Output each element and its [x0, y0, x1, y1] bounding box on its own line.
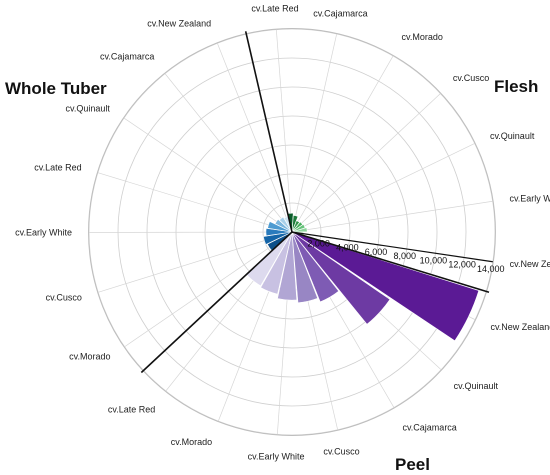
grid-circle	[88, 28, 496, 436]
bar-sector	[278, 216, 293, 233]
bar-sector	[274, 218, 293, 233]
group-titles: Whole Tuber Flesh Peel	[5, 77, 538, 474]
group-dividers	[140, 31, 490, 374]
grid-spoke	[98, 231, 293, 293]
group-title-peel: Peel	[395, 455, 430, 474]
group-divider	[291, 231, 490, 293]
category-label: cv.Cajamarca	[313, 8, 367, 18]
bar-sector	[291, 231, 340, 303]
grid-circle	[117, 57, 467, 407]
radial-tick-labels: 2,000 4,000 6,000 8,000 10,000 12,000 14,000	[291, 231, 505, 274]
group-title-whole-tuber: Whole Tuber	[5, 79, 107, 98]
radial-tick-label: 8,000	[393, 251, 416, 261]
radial-tick-label: 4,000	[336, 243, 359, 253]
grid-spoke	[217, 43, 293, 233]
category-label: cv.Early White	[509, 194, 550, 204]
grid-spoke	[123, 117, 293, 233]
group-divider	[140, 231, 293, 374]
grid-spoke	[88, 231, 293, 233]
grid-spoke	[291, 55, 394, 233]
grid-spoke	[291, 143, 475, 233]
grid-spoke	[164, 73, 293, 233]
grid-circle	[146, 86, 438, 378]
radial-tick-label: 10,000	[420, 255, 448, 265]
grid-spoke	[124, 231, 293, 348]
grid-spoke	[291, 93, 441, 233]
radial-tick-label: 12,000	[448, 260, 476, 270]
category-label: cv.Morado	[69, 351, 110, 361]
category-label: cv.Cusco	[323, 446, 359, 456]
category-labels: cv.Late Red cv.Cajamarca cv.Morado cv.Cusco…	[15, 4, 550, 462]
radial-axis-line	[291, 231, 493, 263]
category-label: cv.Cusco	[453, 73, 489, 83]
category-label: cv.New Zealand	[510, 259, 550, 269]
category-label: cv.Quinault	[490, 131, 535, 141]
category-label: cv.New Zealand	[147, 18, 211, 28]
category-label: cv.Late Red	[251, 4, 298, 14]
category-label: cv.Cajamarca	[100, 51, 154, 61]
grid-circle-outer	[88, 28, 496, 436]
radial-tick-label: 14,000	[477, 264, 505, 274]
bar-sector	[260, 231, 293, 295]
category-label: cv.Cajamarca	[402, 422, 456, 432]
grid-spoke	[291, 200, 493, 233]
category-label: cv.Morado	[171, 437, 212, 447]
category-label: cv.Cusco	[46, 292, 82, 302]
category-label: cv.Early White	[15, 228, 72, 238]
group-divider	[244, 31, 293, 233]
bar-sector	[263, 231, 293, 245]
bar-sector	[265, 228, 293, 237]
category-label: cv.Late Red	[108, 404, 155, 414]
category-label: cv.Early White	[248, 451, 305, 461]
category-label: cv.Morado	[402, 32, 443, 42]
category-label: cv.Quinault	[66, 104, 111, 114]
bar-sector	[291, 231, 391, 325]
bar-sector	[267, 221, 293, 233]
bar-sector	[291, 227, 308, 233]
grid-spoke	[97, 172, 293, 233]
group-title-flesh: Flesh	[494, 77, 538, 96]
radial-tick-label: 2,000	[307, 238, 330, 248]
category-label: cv.Late Red	[34, 163, 81, 173]
category-label: cv.New Zealand	[490, 322, 550, 332]
grid-spoke	[275, 29, 293, 233]
bar-sector	[277, 231, 298, 301]
bar-sector	[291, 231, 480, 342]
radial-tick-label: 6,000	[365, 247, 388, 257]
grid-spoke	[291, 33, 338, 233]
bar-sector	[291, 231, 319, 304]
category-label: cv.Quinault	[454, 381, 499, 391]
bar-sectors	[246, 212, 480, 342]
